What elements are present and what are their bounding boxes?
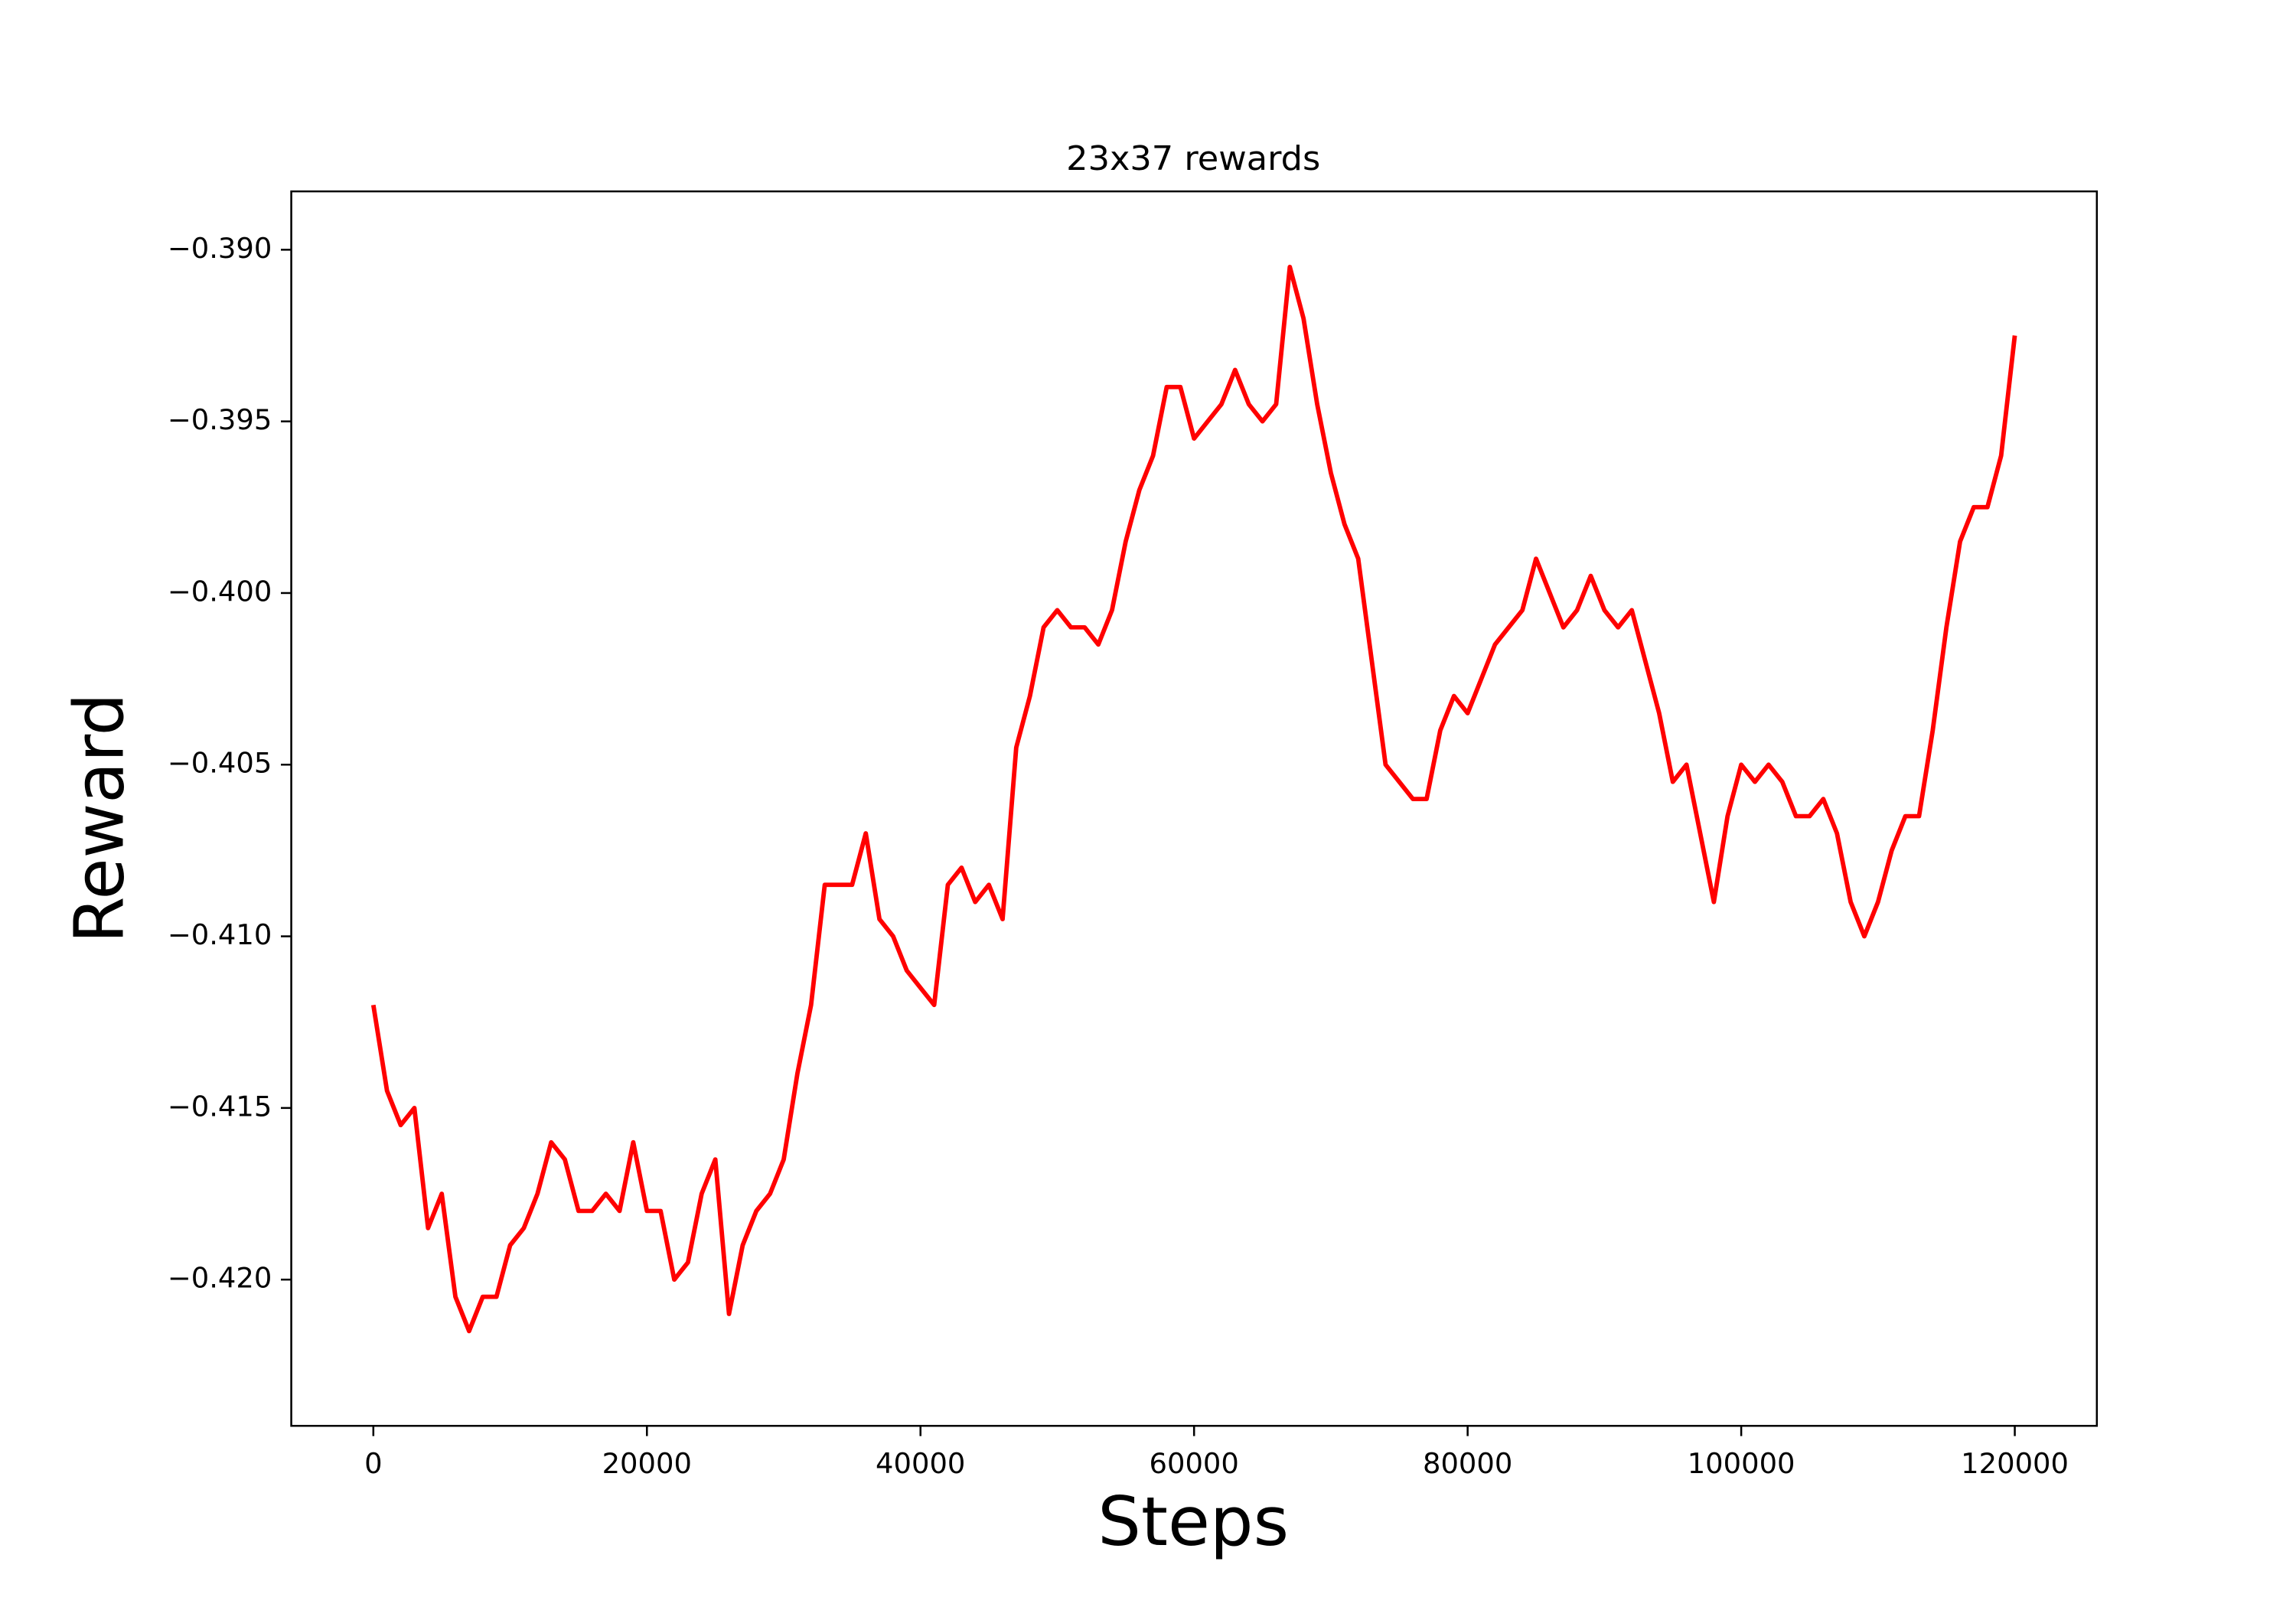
y-tick-label: −0.390 — [168, 232, 272, 265]
x-tick-label: 100000 — [1688, 1448, 1795, 1481]
data-line — [370, 264, 2017, 1334]
x-tick-label: 20000 — [602, 1448, 692, 1481]
y-axis-label: Reward — [60, 693, 139, 944]
x-tick-label: 80000 — [1423, 1448, 1512, 1481]
y-tick-label: −0.405 — [168, 747, 272, 780]
x-tick-label: 0 — [364, 1448, 382, 1481]
y-tick-label: −0.400 — [168, 575, 272, 608]
x-tick-label: 40000 — [876, 1448, 965, 1481]
plot-frame — [290, 190, 2099, 1427]
y-tick-label: −0.410 — [168, 918, 272, 951]
x-tick-label: 60000 — [1150, 1448, 1239, 1481]
x-axis-label: Steps — [1097, 1483, 1289, 1561]
chart-title: 23x37 rewards — [1066, 139, 1320, 178]
y-tick-label: −0.415 — [168, 1090, 272, 1123]
x-tick-label: 120000 — [1961, 1448, 2069, 1481]
y-tick-label: −0.395 — [168, 403, 272, 436]
y-tick-label: −0.420 — [168, 1262, 272, 1295]
